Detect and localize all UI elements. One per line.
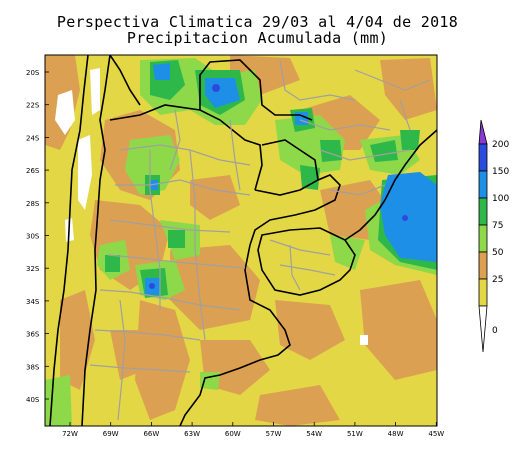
colorbar-legend: 200 150 100 75 50 25 0 — [478, 119, 509, 353]
map-frame — [44, 54, 438, 427]
longitude-label: 45W — [428, 430, 444, 438]
latitude-label: 20S — [26, 69, 40, 77]
map-subtitle: Precipitacion Acumulada (mm) — [126, 29, 389, 47]
longitude-label: 66W — [143, 430, 159, 438]
colorbar-label: 50 — [492, 248, 504, 258]
latitude-label: 38S — [26, 363, 40, 371]
longitude-label: 72W — [62, 430, 78, 438]
colorbar-swatch-50-75 — [478, 224, 488, 253]
colorbar-swatch-75-100 — [478, 197, 488, 226]
latitude-label: 34S — [26, 298, 40, 306]
colorbar-label: 75 — [492, 221, 503, 231]
latitude-label: 26S — [26, 167, 40, 175]
longitude-label: 48W — [388, 430, 404, 438]
latitude-label: 36S — [26, 331, 40, 339]
longitude-label: 54W — [306, 430, 322, 438]
map-title: Perspectiva Climatica 29/03 al 4/04 de 2… — [56, 13, 459, 31]
precip-150-200-areas — [149, 84, 408, 289]
precipitation-field — [45, 55, 437, 426]
colorbar-top-arrow — [478, 119, 488, 145]
colorbar-swatch-100-150 — [478, 170, 488, 199]
latitude-label: 40S — [26, 396, 40, 404]
country-borders — [49, 55, 437, 426]
precip-25-50-areas — [45, 55, 437, 426]
colorbar-label: 200 — [492, 140, 509, 150]
colorbar-swatch-0-25 — [478, 278, 488, 307]
longitude-label: 57W — [266, 430, 282, 438]
colorbar-label: 0 — [492, 326, 498, 336]
longitude-label: 69W — [103, 430, 119, 438]
latitude-label: 24S — [26, 134, 40, 142]
colorbar-bottom-arrow — [478, 305, 488, 353]
longitude-axis: 72W 69W 66W 63W 60W 57W 54W 51W 48W 45W — [62, 422, 444, 438]
colorbar-label: 100 — [492, 194, 509, 204]
colorbar-swatch-25-50 — [478, 251, 488, 280]
latitude-label: 22S — [26, 102, 40, 110]
no-data-areas — [55, 68, 368, 345]
longitude-label: 51W — [347, 430, 363, 438]
latitude-label: 30S — [26, 233, 40, 241]
latitude-label: 28S — [26, 200, 40, 208]
colorbar-swatch-150-200 — [478, 143, 488, 172]
province-borders — [89, 59, 431, 421]
colorbar-label: 25 — [492, 275, 503, 285]
colorbar-label: 150 — [492, 167, 509, 177]
longitude-label: 63W — [184, 430, 200, 438]
longitude-label: 60W — [225, 430, 241, 438]
latitude-label: 32S — [26, 265, 40, 273]
latitude-axis: 20S 22S 24S 26S 28S 30S 32S 34S 36S 38S 40S — [26, 69, 49, 404]
